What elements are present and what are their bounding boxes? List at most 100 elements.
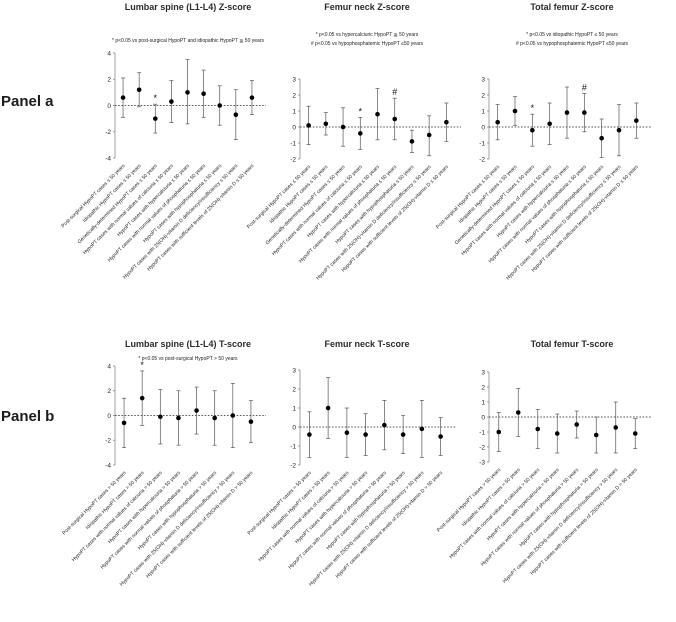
data-point	[409, 139, 415, 144]
data-point	[392, 116, 398, 122]
y-tick-label: 3	[292, 367, 296, 374]
data-point	[535, 426, 541, 432]
panel-b-label: Panel b	[1, 408, 55, 425]
data-point	[201, 91, 206, 96]
data-point	[306, 123, 311, 128]
y-tick-label: 2	[292, 92, 296, 99]
data-point	[515, 410, 521, 415]
y-tick-label: 3	[481, 76, 485, 83]
category-label: HypoPT cases with hypercalciuria > 50 ye…	[486, 467, 561, 542]
data-point-group	[616, 104, 622, 157]
data-point-group	[400, 415, 406, 454]
y-tick-label: 2	[292, 386, 296, 393]
data-point-group	[307, 411, 312, 458]
data-point-group	[357, 117, 363, 150]
data-point	[382, 422, 387, 428]
category-label: HypoPT cases with normal values of calci…	[448, 467, 541, 560]
y-tick-label: -3	[479, 459, 485, 466]
panel-a-label: Panel a	[1, 93, 54, 110]
data-point	[248, 419, 254, 424]
data-point	[217, 103, 223, 108]
data-point-group	[582, 93, 587, 133]
data-point-group	[438, 417, 443, 456]
data-point	[444, 119, 449, 125]
data-point-group	[530, 113, 535, 147]
y-tick-label: 4	[107, 50, 111, 57]
y-tick-label: 1	[292, 108, 296, 115]
data-point-group	[535, 409, 541, 449]
data-point-group	[139, 370, 145, 426]
y-tick-label: -1	[290, 443, 296, 450]
data-point	[419, 426, 425, 432]
data-point	[158, 414, 163, 420]
y-tick-label: 3	[292, 76, 296, 83]
data-point-group	[547, 102, 552, 145]
data-point-group	[344, 407, 350, 458]
data-point-group	[574, 410, 580, 439]
chart-title: Lumbar spine (L1-L4) T-score	[125, 339, 251, 349]
data-point-group	[120, 77, 126, 118]
data-point	[169, 99, 174, 104]
y-tick-label: -2	[479, 156, 485, 163]
data-point-group	[217, 85, 223, 126]
y-tick-label: 2	[107, 77, 111, 84]
data-point-group	[382, 400, 387, 451]
data-point-group	[599, 118, 604, 158]
data-point	[564, 110, 570, 115]
y-tick-label: -1	[479, 140, 485, 147]
significance-marker: #	[582, 82, 587, 92]
chart-note: # p<0.05 vs hypophosphatemic HypoPT ≤50 …	[516, 41, 629, 47]
y-tick-label: 2	[481, 384, 485, 391]
y-tick-label: -2	[105, 129, 111, 136]
chart-note: * p<0.05 vs hypercalciuric HypoPT ≦ 50 y…	[316, 32, 419, 38]
y-tick-label: 0	[481, 124, 485, 131]
y-tick-label: -2	[290, 156, 296, 163]
data-point-group	[201, 69, 206, 118]
significance-marker: *	[531, 103, 535, 113]
data-point	[574, 422, 580, 427]
y-tick-label: 1	[481, 399, 485, 406]
data-point	[363, 432, 368, 437]
chart-total-femur-z: Total femur Z-score * p<0.05 vs idiopathi…	[435, 0, 676, 325]
data-point	[185, 90, 190, 95]
y-tick-label: 3	[481, 369, 485, 376]
significance-marker: *	[359, 106, 363, 116]
data-point	[120, 95, 126, 100]
data-point	[599, 135, 604, 141]
data-point-group	[176, 390, 181, 446]
y-tick-label: -2	[105, 438, 111, 445]
data-point	[496, 429, 502, 435]
category-label: Genetically-determined HypoPT cases ≤ 50…	[454, 164, 536, 246]
data-point-group	[512, 96, 518, 126]
data-point	[344, 430, 350, 435]
data-point	[139, 395, 145, 401]
chart-femur-neck-t: Femur neck T-score -2 -1 0 1 2 3 Post-surgical …	[247, 330, 480, 622]
data-point	[233, 112, 239, 117]
data-point-group	[121, 397, 127, 449]
y-tick-label: 0	[292, 124, 296, 131]
data-point-group	[323, 112, 329, 136]
chart-lumbar-t: Lumbar spine (L1-L4) T-score * p<0.05 vs …	[60, 330, 280, 622]
data-point-group	[409, 129, 415, 153]
data-point-group	[419, 400, 425, 458]
data-point-group	[212, 390, 217, 446]
data-point	[340, 124, 346, 130]
data-point	[512, 108, 518, 114]
data-point-group	[340, 107, 346, 147]
data-point	[632, 431, 638, 436]
y-tick-label: 0	[292, 424, 296, 431]
y-tick-label: -1	[479, 429, 485, 436]
y-tick-label: 2	[481, 92, 485, 99]
data-point	[121, 420, 127, 426]
data-point	[426, 132, 432, 138]
data-point-group	[249, 80, 255, 116]
significance-marker: #	[392, 87, 397, 97]
data-point	[547, 121, 552, 127]
data-point	[613, 425, 619, 430]
data-point	[495, 119, 500, 125]
data-point-group	[496, 412, 502, 452]
chart-title: Total femur T-score	[531, 339, 614, 349]
data-point	[194, 408, 199, 413]
data-point-group	[375, 88, 380, 141]
y-tick-label: 0	[107, 103, 111, 110]
